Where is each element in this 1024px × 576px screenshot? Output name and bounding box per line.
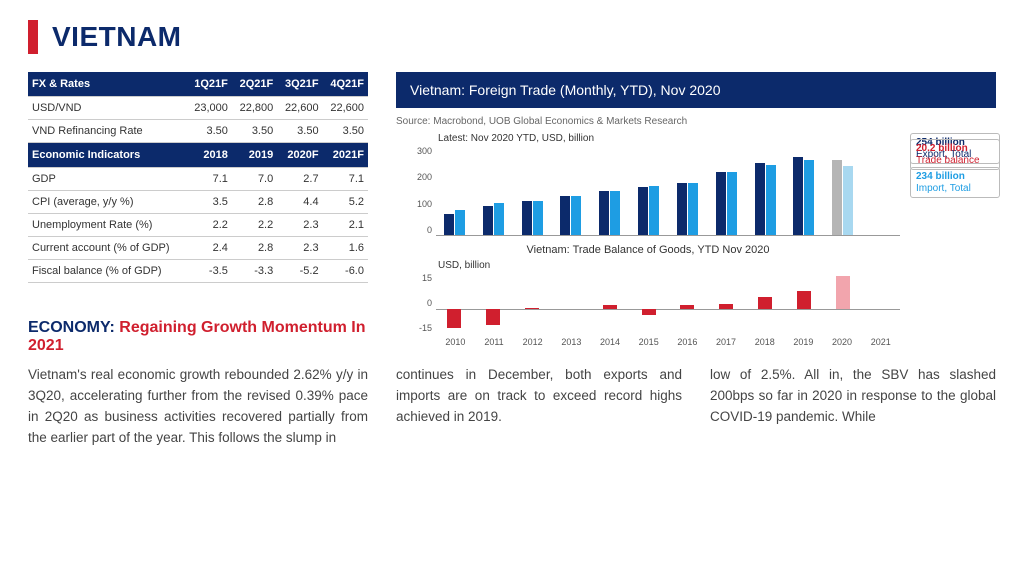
bottom-col-2: low of 2.5%. All in, the SBV has slashed… [710,365,996,428]
chart2-callouts: 20.2 billionTrade balance [910,139,1000,173]
accent-bar [28,20,38,54]
trade-chart: Latest: Nov 2020 YTD, USD, billion 30020… [396,133,900,236]
fx-rates-table: FX & Rates1Q21F2Q21F3Q21F4Q21F USD/VND23… [28,72,368,283]
bottom-col-1: continues in December, both exports and … [396,365,682,428]
callout-balance: 20.2 billionTrade balance [910,139,1000,170]
chart2-title: Vietnam: Trade Balance of Goods, YTD Nov… [396,244,900,256]
bottom-columns: continues in December, both exports and … [396,365,996,428]
economy-heading: ECONOMY: Regaining Growth Momentum In 20… [28,319,368,355]
chart-top-label: Latest: Nov 2020 YTD, USD, billion [438,133,900,144]
chart-title-bar: Vietnam: Foreign Trade (Monthly, YTD), N… [396,72,996,108]
title-row: VIETNAM [28,20,996,54]
economy-paragraph: Vietnam's real economic growth rebounded… [28,365,368,449]
page-title: VIETNAM [52,21,182,53]
economy-label: ECONOMY: [28,319,115,336]
chart-source: Source: Macrobond, UOB Global Economics … [396,116,996,127]
chart2-ylabel: USD, billion [438,260,900,271]
balance-chart: USD, billion 150-15 20102011201220132014… [396,260,900,347]
